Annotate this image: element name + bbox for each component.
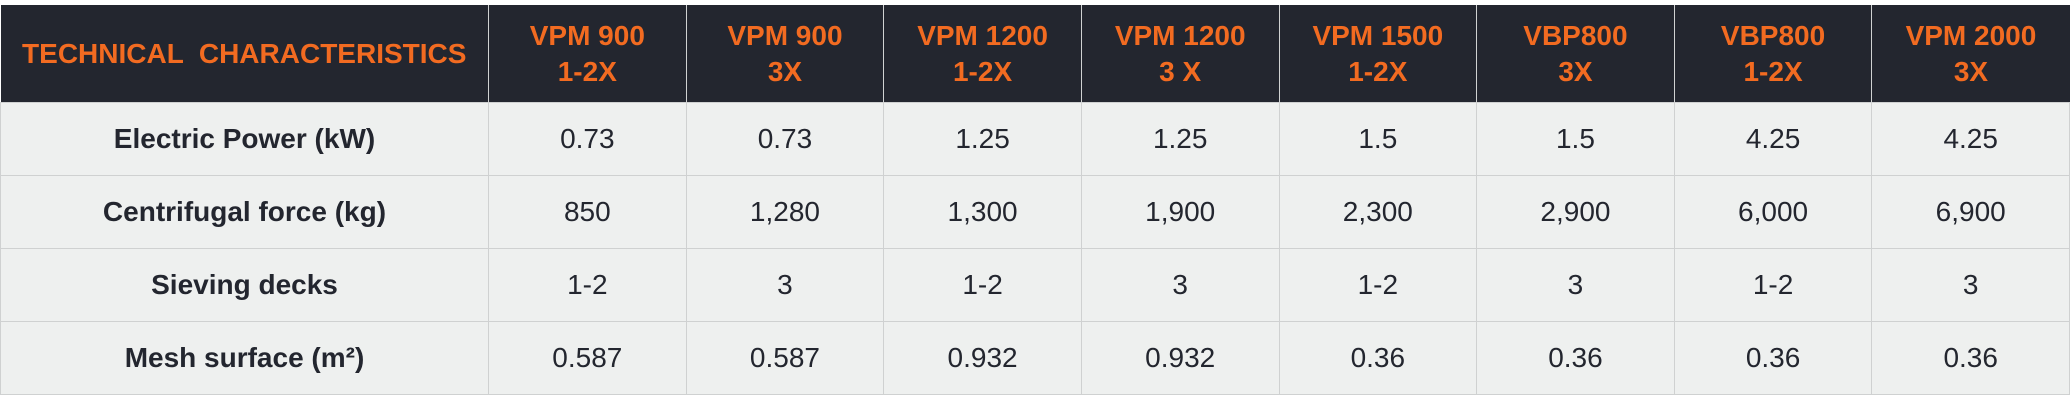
column-header-line: 3X (1558, 55, 1593, 87)
cell: 2,300 (1278, 175, 1478, 249)
cell: 1.25 (883, 102, 1082, 176)
row-label: Mesh surface (m²) (0, 321, 489, 395)
cell: 3 (685, 248, 885, 322)
cell: 1-2 (488, 248, 687, 322)
cell: 1-2 (883, 248, 1082, 322)
cell: 0.36 (1673, 321, 1873, 395)
row-label: Centrifugal force (kg) (0, 175, 489, 249)
cell: 1-2 (1673, 248, 1873, 322)
cell: 6,000 (1673, 175, 1873, 249)
column-header-line: 1-2X (1743, 55, 1803, 87)
cell: 3 (1080, 248, 1280, 322)
cell: 1.5 (1476, 102, 1675, 176)
column-header: VPM 900 1-2X (488, 5, 687, 103)
cell: 3 (1476, 248, 1675, 322)
cell: 3 (1871, 248, 2070, 322)
row-label: Sieving decks (0, 248, 489, 322)
column-header-line: 3 X (1159, 55, 1202, 87)
column-header-line: VPM 1200 (1114, 19, 1246, 51)
cell: 0.36 (1278, 321, 1478, 395)
column-header-line: VBP800 (1523, 19, 1628, 51)
column-header-line: VPM 900 (529, 19, 645, 51)
spec-table: TECHNICAL CHARACTERISTICS VPM 900 1-2X VPM … (0, 5, 2070, 395)
cell: 0.36 (1476, 321, 1675, 395)
column-header-line: 1-2X (952, 55, 1013, 87)
cell: 1.25 (1080, 102, 1280, 176)
table-body: Electric Power (kW) 0.73 0.73 1.25 1.25 1.5 1.… (0, 102, 2070, 395)
cell: 1,280 (685, 175, 885, 249)
column-header-line: VPM 2000 (1905, 19, 2037, 51)
cell: 0.73 (488, 102, 687, 176)
cell: 0.932 (883, 321, 1082, 395)
data-row: Centrifugal force (kg) 850 1,280 1,300 1,900… (0, 175, 2070, 249)
cell: 0.36 (1871, 321, 2070, 395)
column-header-line: VPM 1200 (917, 19, 1048, 51)
column-header-line: VPM 900 (727, 19, 843, 51)
column-header: VPM 900 3X (685, 5, 884, 103)
column-header: VPM 1200 1-2X (883, 5, 1082, 103)
header-title: TECHNICAL CHARACTERISTICS (0, 5, 489, 103)
cell: 1-2 (1278, 248, 1478, 322)
column-header-line: 3X (1953, 55, 1989, 87)
column-header-line: VBP800 (1720, 19, 1826, 51)
cell: 4.25 (1673, 102, 1873, 176)
row-label: Electric Power (kW) (0, 102, 489, 176)
column-header-line: 1-2X (557, 55, 617, 87)
header-row: TECHNICAL CHARACTERISTICS VPM 900 1-2X VPM … (0, 5, 2070, 103)
column-header-line: VPM 1500 (1312, 19, 1444, 51)
data-row: Sieving decks 1-2 3 1-2 3 1-2 3 1-2 3 (0, 248, 2070, 322)
column-header-line: 3X (767, 55, 803, 87)
cell: 0.73 (685, 102, 885, 176)
cell: 2,900 (1476, 175, 1675, 249)
cell: 850 (488, 175, 687, 249)
cell: 1.5 (1278, 102, 1478, 176)
cell: 0.587 (488, 321, 687, 395)
table-header: TECHNICAL CHARACTERISTICS VPM 900 1-2X VPM … (0, 5, 2070, 103)
column-header: VPM 2000 3X (1871, 5, 2070, 103)
cell: 4.25 (1871, 102, 2070, 176)
cell: 6,900 (1871, 175, 2070, 249)
column-header: VPM 1500 1-2X (1278, 5, 1477, 103)
column-header: VPM 1200 3 X (1080, 5, 1279, 103)
data-row: Electric Power (kW) 0.73 0.73 1.25 1.25 1.5 1.… (0, 102, 2070, 176)
data-row: Mesh surface (m²) 0.587 0.587 0.932 0.932 0.3… (0, 321, 2070, 395)
column-header: VBP800 3X (1476, 5, 1675, 103)
cell: 1,300 (883, 175, 1082, 249)
cell: 1,900 (1080, 175, 1280, 249)
table-container: TECHNICAL CHARACTERISTICS VPM 900 1-2X VPM … (0, 5, 2070, 395)
cell: 0.587 (685, 321, 885, 395)
column-header: VBP800 1-2X (1673, 5, 1872, 103)
column-header-line: 1-2X (1348, 55, 1408, 87)
cell: 0.932 (1080, 321, 1280, 395)
